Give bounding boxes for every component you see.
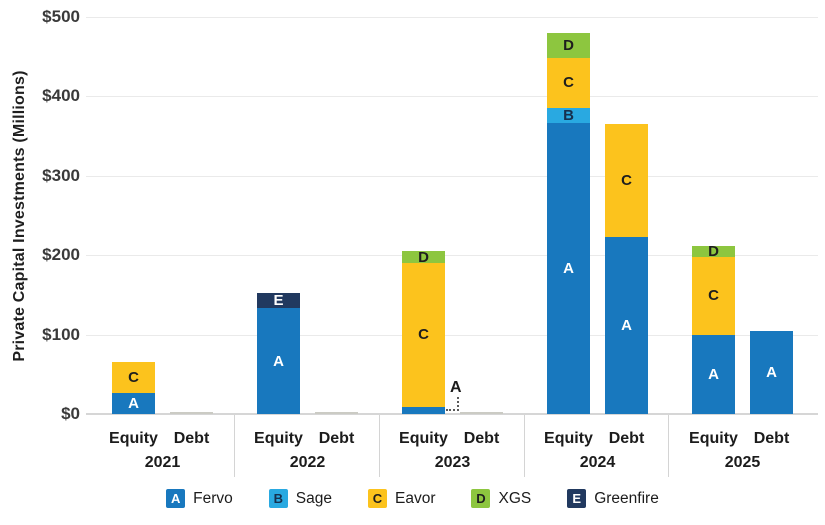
group-separator: [524, 415, 525, 477]
segment-xgs: D: [692, 242, 735, 260]
segment-letter: C: [128, 368, 139, 386]
x-label-year-2022: 2022: [289, 454, 326, 471]
segment-fervo: A: [112, 393, 155, 414]
legend-name-sage: Sage: [295, 489, 332, 507]
y-tick-label: $100: [42, 324, 80, 344]
segment-fervo: A: [692, 334, 735, 414]
segment-eavor: C: [605, 124, 648, 237]
x-label-year-2023: 2023: [434, 454, 471, 471]
segment-minimal: [460, 412, 503, 414]
segment-xgs: D: [547, 32, 590, 58]
segment-fervo: A: [750, 330, 793, 414]
gridline-$200: [86, 255, 818, 257]
segment-letter: D: [708, 242, 719, 260]
gridline-$500: [86, 17, 818, 18]
bar-2025-equity: A C D: [692, 242, 735, 414]
segment-letter: C: [621, 172, 632, 190]
legend-item-xgs: D XGS: [471, 489, 531, 508]
segment-letter: C: [563, 74, 574, 91]
segment-eavor: C: [402, 263, 445, 407]
annotation-letter-a: A: [450, 379, 462, 396]
legend-swatch-xgs: D: [471, 489, 491, 508]
group-separator: [668, 415, 669, 477]
segment-eavor: C: [692, 256, 735, 335]
segment-letter: C: [418, 326, 429, 344]
legend-name-xgs: XGS: [498, 489, 532, 507]
x-label-2021-debt: Debt: [173, 430, 210, 447]
segment-letter: A: [563, 259, 574, 277]
gridline-$400: [86, 96, 818, 98]
legend: A Fervo B Sage C Eavor D XGS E Greenfire: [0, 489, 825, 508]
annotation-leader: [446, 397, 459, 411]
legend-name-greenfire: Greenfire: [594, 489, 659, 507]
segment-minimal: [170, 412, 213, 414]
x-label-2022-equity: Equity: [254, 430, 303, 447]
y-tick-label: $300: [42, 165, 80, 185]
segment-fervo: A: [547, 122, 590, 414]
y-axis-title: Private Capital Investments (Millions): [11, 70, 28, 362]
gridline-$300: [86, 175, 818, 177]
segment-letter: D: [418, 248, 429, 266]
group-separator: [234, 415, 235, 477]
segment-sage: B: [547, 106, 590, 124]
bar-2022-debt: [315, 412, 358, 414]
legend-swatch-sage: B: [268, 489, 288, 508]
x-label-2024-equity: Equity: [544, 430, 593, 447]
segment-letter: A: [273, 352, 284, 370]
y-tick-label: $500: [42, 7, 80, 26]
segment-letter: D: [563, 36, 574, 54]
segment-xgs: D: [402, 248, 445, 266]
segment-letter: A: [766, 363, 777, 381]
x-label-2022-debt: Debt: [318, 430, 355, 447]
x-label-2025-equity: Equity: [689, 430, 738, 447]
gridline-$0: [86, 413, 818, 415]
bar-2025-debt: A: [750, 330, 793, 414]
x-label-2023-debt: Debt: [463, 430, 500, 447]
segment-letter: A: [708, 365, 719, 383]
legend-item-greenfire: E Greenfire: [567, 489, 659, 508]
segment-letter: B: [563, 106, 574, 124]
x-label-year-2024: 2024: [579, 454, 616, 471]
segment-minimal: [315, 412, 358, 414]
legend-name-fervo: Fervo: [193, 489, 233, 507]
bar-2023-debt: [460, 412, 503, 414]
legend-swatch-greenfire: E: [567, 489, 587, 508]
x-label-year-2021: 2021: [144, 454, 181, 471]
legend-item-sage: B Sage: [268, 489, 332, 508]
segment-eavor: C: [547, 57, 590, 108]
segment-fervo: A: [605, 236, 648, 414]
legend-swatch-fervo: A: [166, 489, 186, 508]
segment-letter: A: [621, 316, 632, 334]
y-tick-label: $200: [42, 245, 80, 265]
segment-eavor: C: [112, 361, 155, 394]
segment-letter: C: [708, 287, 719, 305]
legend-swatch-eavor: C: [367, 489, 387, 508]
x-label-2023-equity: Equity: [399, 430, 448, 447]
segment-fervo: A: [257, 308, 300, 414]
segment-letter: E: [273, 292, 284, 310]
x-label-2025-debt: Debt: [753, 430, 790, 447]
y-tick-label: $400: [42, 86, 80, 106]
legend-name-eavor: Eavor: [394, 489, 436, 507]
x-label-2024-debt: Debt: [608, 430, 645, 447]
group-separator: [379, 415, 380, 477]
bar-2021-debt: [170, 412, 213, 414]
segment-greenfire: E: [257, 292, 300, 310]
legend-item-eavor: C Eavor: [367, 489, 436, 508]
x-label-2021-equity: Equity: [109, 430, 158, 447]
x-label-year-2025: 2025: [724, 454, 761, 471]
gridline-$100: [86, 334, 818, 336]
segment-letter: A: [128, 395, 139, 413]
segment-fervo: [402, 406, 445, 414]
y-tick-label: $0: [61, 404, 80, 423]
legend-item-fervo: A Fervo: [166, 489, 233, 508]
